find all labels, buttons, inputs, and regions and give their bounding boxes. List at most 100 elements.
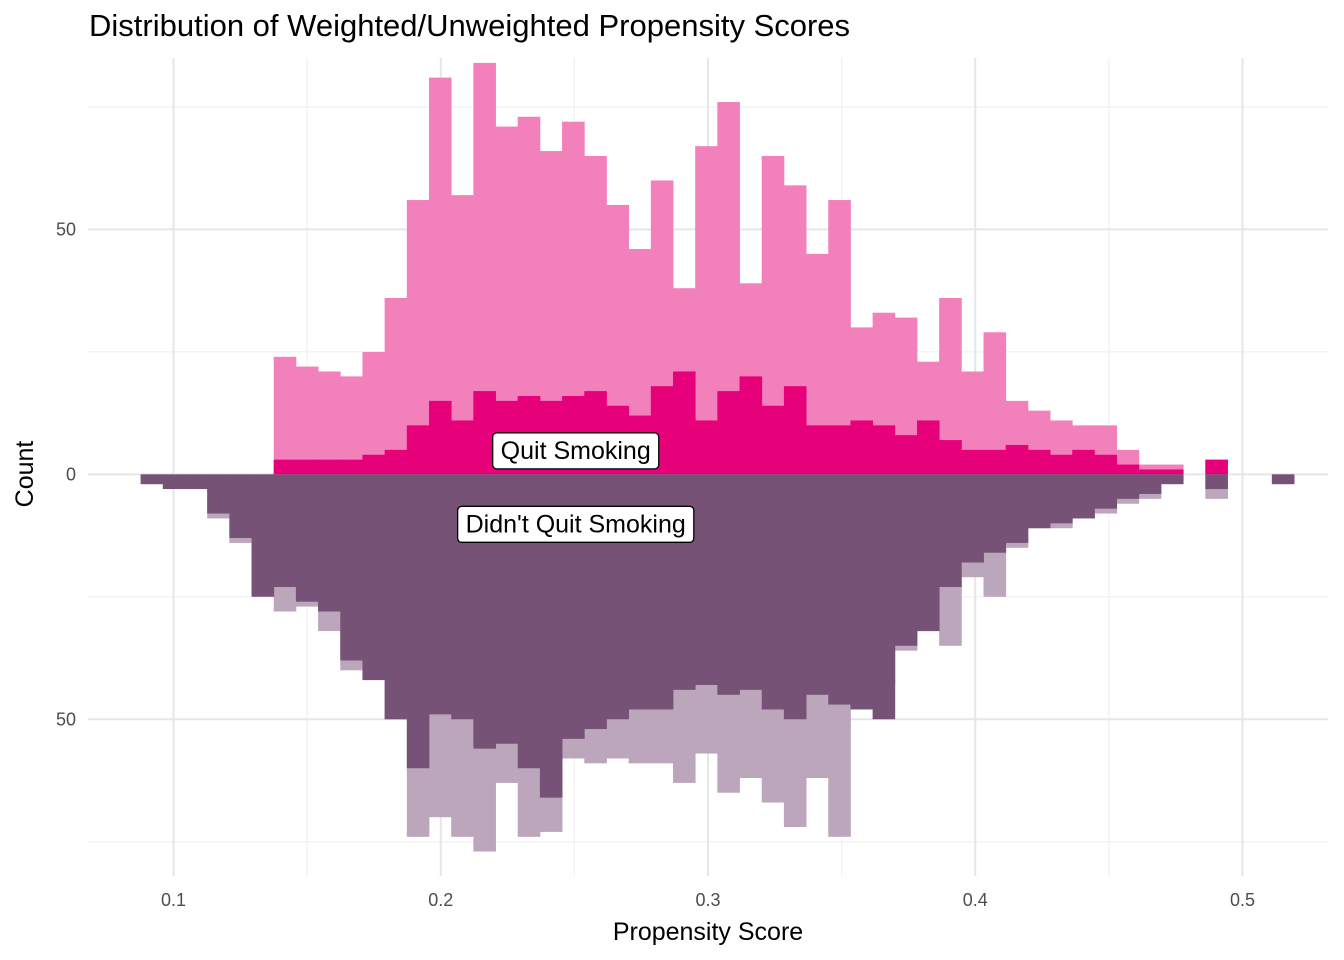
chart-title: Distribution of Weighted/Unweighted Prop…: [89, 8, 851, 43]
quit-unweighted-bar: [406, 425, 430, 475]
quit-unweighted-bar: [739, 376, 763, 475]
y-tick-label: 50: [56, 219, 76, 239]
ticks-layer: 0.1 0.2 0.3 0.4 0.5 50 0 50: [56, 219, 1255, 910]
y-axis-title: Count: [11, 441, 39, 508]
quit-unweighted-bar: [340, 459, 363, 475]
quit-weighted-bar: [273, 356, 297, 475]
quit-unweighted-bar: [761, 405, 785, 475]
quit-unweighted-bar: [1160, 469, 1184, 475]
quit-unweighted-bar: [451, 420, 474, 475]
y-tick-label: 50: [56, 709, 76, 729]
quit-unweighted-bar: [362, 454, 386, 475]
quit-weighted-bar: [517, 116, 541, 475]
noquit-unweighted-bar: [185, 474, 208, 490]
x-tick-label: 0.3: [695, 890, 720, 910]
quit-unweighted-bar: [1138, 469, 1162, 475]
noquit-unweighted-bar: [229, 474, 252, 539]
annotation-box: [492, 432, 660, 470]
quit-weighted-bar: [539, 151, 563, 475]
noquit-unweighted-bar: [1050, 474, 1073, 524]
noquit-unweighted-bar: [517, 474, 541, 769]
quit-unweighted-bar: [695, 420, 718, 475]
quit-weighted-bar: [340, 376, 363, 475]
noquit-unweighted-bar: [207, 474, 230, 514]
quit-unweighted-bar: [1072, 449, 1095, 475]
noquit-unweighted-bar: [1116, 474, 1140, 499]
noquit-unweighted-bar: [1072, 474, 1095, 519]
quit-unweighted-bar: [429, 400, 452, 475]
quit-unweighted-bar: [672, 371, 696, 475]
annotation-label: Quit Smoking: [492, 432, 660, 470]
noquit-unweighted-bar: [739, 474, 763, 690]
noquit-unweighted-bar: [1138, 474, 1162, 494]
quit-unweighted-bar: [961, 449, 984, 475]
quit-unweighted-bar: [850, 420, 874, 475]
quit-weighted-bar: [318, 371, 341, 475]
noquit-unweighted-bar: [806, 474, 829, 695]
noquit-unweighted-bar: [961, 474, 984, 563]
quit-weighted-bar: [473, 62, 496, 475]
quit-weighted-bar: [806, 253, 829, 475]
noquit-unweighted-bar: [783, 474, 807, 720]
noquit-unweighted-bar: [1005, 474, 1029, 543]
x-tick-label: 0.2: [428, 890, 453, 910]
noquit-unweighted-bar: [140, 474, 164, 485]
bars-layer: [140, 62, 1295, 852]
quit-weighted-bar: [717, 102, 740, 475]
noquit-unweighted-bar: [850, 474, 874, 710]
quit-weighted-bar: [429, 77, 452, 475]
quit-unweighted-bar: [894, 435, 918, 475]
noquit-unweighted-bar: [695, 474, 718, 685]
noquit-unweighted-bar: [295, 474, 319, 602]
annotation-text: Quit Smoking: [501, 437, 651, 465]
quit-weighted-bar: [495, 126, 519, 475]
noquit-unweighted-bar: [406, 474, 430, 769]
noquit-unweighted-bar: [916, 474, 940, 632]
quit-weighted-bar: [983, 332, 1007, 475]
quit-weighted-bar: [961, 371, 984, 475]
x-tick-label: 0.4: [963, 890, 988, 910]
quit-unweighted-bar: [1027, 449, 1051, 475]
quit-weighted-bar: [939, 298, 962, 475]
noquit-unweighted-bar: [894, 474, 918, 646]
quit-weighted-bar: [406, 200, 430, 475]
x-tick-label: 0.1: [161, 890, 186, 910]
noquit-unweighted-bar: [162, 474, 186, 490]
quit-unweighted-bar: [872, 425, 896, 475]
y-tick-label: 0: [66, 464, 76, 484]
quit-weighted-bar: [451, 195, 474, 475]
quit-weighted-bar: [828, 200, 851, 475]
noquit-unweighted-bar: [939, 474, 962, 588]
quit-unweighted-bar: [1205, 459, 1228, 475]
noquit-unweighted-bar: [318, 474, 341, 612]
quit-unweighted-bar: [1050, 454, 1073, 475]
noquit-unweighted-bar: [1205, 474, 1228, 490]
annotation-layer: Quit Smoking Didn't Quit Smoking: [456, 432, 695, 543]
quit-unweighted-bar: [1116, 464, 1140, 475]
noquit-unweighted-bar: [429, 474, 452, 715]
quit-weighted-bar: [761, 155, 785, 475]
quit-unweighted-bar: [783, 386, 807, 475]
noquit-unweighted-bar: [273, 474, 297, 588]
quit-weighted-bar: [562, 121, 585, 475]
quit-unweighted-bar: [916, 420, 940, 475]
noquit-unweighted-bar: [1027, 474, 1051, 529]
x-tick-label: 0.5: [1230, 890, 1255, 910]
quit-unweighted-bar: [1005, 444, 1029, 475]
quit-unweighted-bar: [806, 425, 829, 475]
x-axis-title: Propensity Score: [613, 918, 803, 946]
quit-unweighted-bar: [384, 449, 408, 475]
noquit-unweighted-bar: [1271, 474, 1295, 485]
quit-unweighted-bar: [1094, 454, 1118, 475]
noquit-unweighted-bar: [761, 474, 785, 710]
noquit-unweighted-bar: [717, 474, 740, 695]
annotation-text: Didn't Quit Smoking: [466, 510, 686, 538]
noquit-unweighted-bar: [872, 474, 896, 720]
annotation-box: [456, 505, 695, 543]
quit-unweighted-bar: [473, 391, 496, 475]
noquit-unweighted-bar: [384, 474, 408, 720]
quit-unweighted-bar: [939, 440, 962, 475]
quit-unweighted-bar: [828, 425, 851, 475]
noquit-unweighted-bar: [362, 474, 386, 681]
